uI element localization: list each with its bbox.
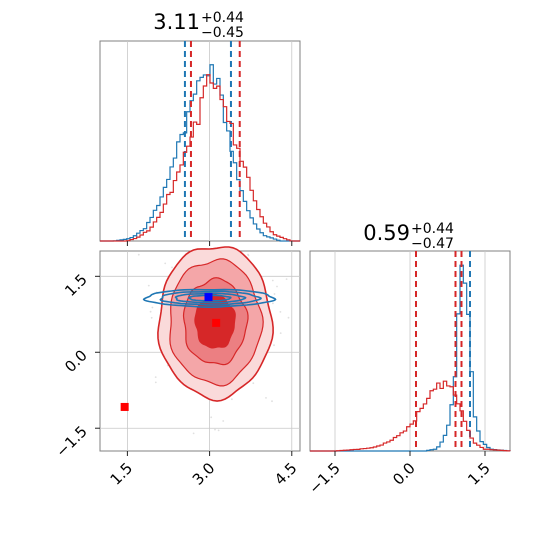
histogram-series-0 bbox=[310, 264, 511, 452]
x-tick-label: 3.0 bbox=[189, 459, 219, 489]
sample-point bbox=[154, 381, 157, 384]
sample-point bbox=[247, 253, 249, 256]
point-marker bbox=[120, 402, 129, 411]
x-tick-label: 1.5 bbox=[464, 459, 494, 489]
sample-point bbox=[231, 398, 233, 401]
blue-contour-level-0 bbox=[142, 288, 277, 309]
title-minus-error: −0.47 bbox=[411, 236, 454, 252]
sample-point bbox=[285, 278, 288, 280]
sample-point bbox=[217, 429, 220, 432]
sample-point bbox=[147, 284, 150, 287]
sample-point bbox=[214, 428, 216, 431]
sample-point bbox=[222, 420, 225, 422]
sample-point bbox=[137, 253, 140, 256]
point-marker bbox=[204, 293, 213, 302]
marginal-histogram-bottom-right: −1.5 0.0 1.5 0.59 +0.44 −0.47 bbox=[305, 221, 511, 498]
title-plus-error: +0.44 bbox=[201, 10, 244, 26]
sample-point bbox=[149, 310, 152, 313]
sample-point bbox=[272, 302, 274, 305]
y-tick-label: 1.5 bbox=[61, 270, 91, 300]
histogram-series-0 bbox=[100, 64, 300, 242]
blue-contour-level-1 bbox=[159, 290, 262, 306]
histogram-series-1 bbox=[100, 74, 300, 242]
y-tick-label: 0.0 bbox=[61, 346, 91, 376]
sample-point bbox=[287, 316, 290, 319]
x-tick-label: 1.5 bbox=[107, 459, 137, 489]
sample-point bbox=[192, 432, 195, 435]
sample-point bbox=[276, 285, 278, 288]
x-tick-label: −1.5 bbox=[305, 459, 343, 497]
marginal-histogram-top-left: 3.11 +0.44 −0.45 bbox=[99, 10, 301, 246]
sample-point bbox=[164, 262, 167, 265]
panel-frame bbox=[99, 40, 301, 242]
point-marker bbox=[212, 318, 221, 327]
x-tick-label: 4.5 bbox=[271, 459, 301, 489]
blue-contour-level-2 bbox=[174, 292, 247, 304]
title-value: 3.11 bbox=[153, 10, 200, 34]
title-minus-error: −0.45 bbox=[201, 25, 244, 41]
sample-point bbox=[279, 311, 282, 313]
sample-point bbox=[247, 254, 250, 257]
sample-point bbox=[171, 266, 173, 269]
x-tick-label: 0.0 bbox=[389, 459, 419, 489]
joint-contour-panel: 1.5 3.0 4.5 −1.5 0.0 1.5 bbox=[52, 246, 301, 489]
title-plus-error: +0.44 bbox=[411, 221, 454, 237]
sample-point bbox=[273, 293, 276, 295]
blue-contour-level-3 bbox=[187, 294, 232, 302]
sample-point bbox=[151, 306, 154, 309]
sample-point bbox=[273, 344, 275, 347]
sample-point bbox=[154, 376, 157, 378]
sample-point bbox=[150, 316, 153, 319]
y-tick-label: −1.5 bbox=[52, 422, 90, 460]
sample-point bbox=[265, 397, 267, 399]
sample-point bbox=[271, 400, 273, 403]
sample-point bbox=[271, 279, 274, 282]
sample-point bbox=[252, 382, 255, 385]
sample-point bbox=[210, 416, 213, 419]
title-value: 0.59 bbox=[363, 221, 410, 245]
sample-point bbox=[279, 332, 282, 334]
